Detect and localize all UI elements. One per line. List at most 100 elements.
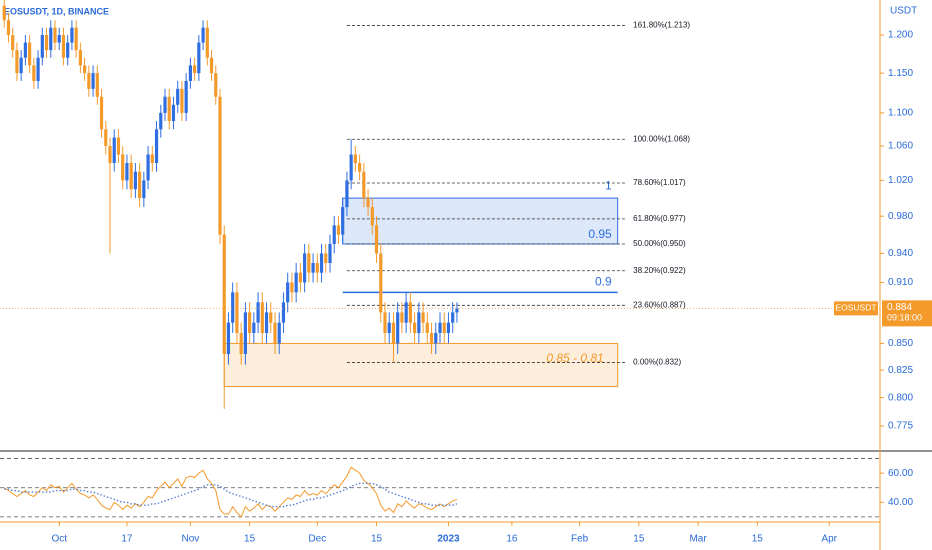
candle-body <box>91 73 95 89</box>
y-tick-label: 0.850 <box>888 338 913 349</box>
candle-body <box>87 73 91 89</box>
candle-body <box>294 272 298 293</box>
candle-body <box>252 322 256 333</box>
countdown-label: 09:18:00 <box>887 313 922 323</box>
candle-body <box>214 73 218 97</box>
candle-body <box>163 96 167 113</box>
candle-body <box>248 312 252 333</box>
candle-body <box>353 154 357 164</box>
x-tick-label: Mar <box>689 534 707 545</box>
x-tick-label: 15 <box>633 534 645 545</box>
x-tick-label: 15 <box>371 534 383 545</box>
rsi-tick-label: 40.00 <box>888 497 913 508</box>
candle-body <box>180 88 184 113</box>
chart-title: EOSUSDT, 1D, BINANCE <box>4 6 109 16</box>
candle-body <box>23 42 27 58</box>
candle-body <box>387 322 391 333</box>
x-tick-label: 15 <box>244 534 256 545</box>
candle-body <box>40 35 44 58</box>
candle-body <box>167 96 171 122</box>
candle-body <box>231 292 235 323</box>
candle-body <box>209 57 214 74</box>
zone <box>223 342 619 388</box>
x-tick-label: Feb <box>571 534 589 545</box>
candle-body <box>142 180 146 199</box>
candle-body <box>116 137 121 155</box>
rsi-tick-label: 60.00 <box>888 468 913 479</box>
level-label: 0.9 <box>595 274 612 288</box>
candle-body <box>413 322 417 333</box>
rsi-line <box>3 466 458 518</box>
symbol-label: EOSUSDT <box>835 303 876 313</box>
candle-body <box>61 35 66 58</box>
candle-body <box>154 129 159 164</box>
candle-body <box>70 27 74 43</box>
candle-body <box>408 302 412 323</box>
candle-body <box>66 42 70 58</box>
price-label: 0.884 <box>887 302 912 313</box>
candle-body <box>370 207 374 226</box>
zone <box>342 197 619 245</box>
candle-body <box>36 57 40 81</box>
candle-body <box>332 225 336 244</box>
candle-body <box>150 154 154 164</box>
candle-body <box>146 154 150 181</box>
y-tick-label: 1.200 <box>888 30 913 41</box>
candle-body <box>421 312 425 323</box>
fib-label: 61.80%(0.977) <box>633 214 686 223</box>
symbol-badge <box>834 301 878 316</box>
y-tick-label: 1.060 <box>888 141 913 152</box>
candle-body <box>108 145 112 164</box>
candle-body <box>442 322 446 333</box>
candle-body <box>341 207 345 235</box>
y-tick-label: 1.020 <box>888 175 913 186</box>
y-tick-label: 0.800 <box>888 392 913 403</box>
candle-body <box>239 332 243 355</box>
x-tick-label: 15 <box>752 534 764 545</box>
candle-body <box>78 50 82 66</box>
candle-body <box>324 253 328 263</box>
candle-body <box>319 253 324 273</box>
candle-body <box>53 27 57 43</box>
candle-body <box>303 253 307 283</box>
candle-body <box>429 332 434 344</box>
fib-label: 50.00%(0.950) <box>633 239 686 248</box>
candle-body <box>74 27 78 51</box>
candle-body <box>290 282 294 293</box>
fib-label: 38.20%(0.922) <box>633 266 686 275</box>
candle-body <box>184 80 188 113</box>
candle-body <box>451 312 455 323</box>
candle-body <box>95 73 99 97</box>
candle-body <box>138 171 142 199</box>
fib-label: 78.60%(1.017) <box>633 178 686 187</box>
x-tick-label: 17 <box>121 534 133 545</box>
candle-body <box>417 312 421 333</box>
candle-body <box>188 65 192 81</box>
candle-body <box>176 88 180 105</box>
y-tick-label: 1.100 <box>888 108 913 119</box>
candle-body <box>218 96 222 235</box>
y-unit: USDT <box>890 6 917 17</box>
candle-body <box>99 96 104 130</box>
candle-body <box>345 180 349 208</box>
candle-body <box>366 198 370 208</box>
candle-body <box>49 27 53 51</box>
candle-body <box>264 312 269 333</box>
candle-body <box>2 5 6 21</box>
candle-body <box>260 302 264 333</box>
y-tick-label: 0.910 <box>888 277 913 288</box>
candle-body <box>15 50 19 74</box>
candle-body <box>286 282 290 303</box>
y-tick-label: 0.980 <box>888 211 913 222</box>
candle-body <box>358 163 362 172</box>
candle-body <box>133 171 137 190</box>
candle-body <box>256 302 260 323</box>
candle-body <box>269 312 273 323</box>
candle-body <box>32 65 36 81</box>
fib-label: 100.00%(1.068) <box>633 134 690 143</box>
candle-body <box>391 322 396 344</box>
x-tick-label: Oct <box>51 534 67 545</box>
